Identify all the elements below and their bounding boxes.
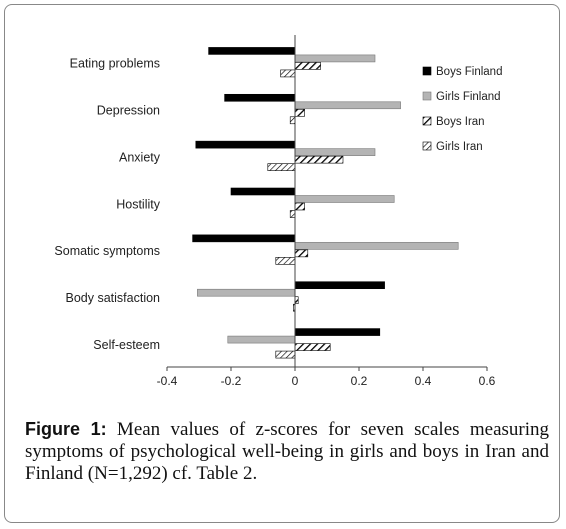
bar-boys-finland-depression xyxy=(224,93,296,102)
category-label-hostility: Hostility xyxy=(116,197,161,211)
bar-boys-iran-somatic-symptoms xyxy=(294,249,309,258)
bar-girls-finland-anxiety xyxy=(294,148,376,156)
bar-girls-finland-eating-problems xyxy=(294,54,376,63)
bar-boys-finland-hostility xyxy=(230,187,296,196)
category-label-somatic-symptoms: Somatic symptoms xyxy=(54,244,160,258)
bar-boys-finland-self-esteem xyxy=(294,328,381,336)
x-tick-label: -0.4 xyxy=(157,374,178,388)
legend-swatch-girls-iran xyxy=(422,141,432,151)
bar-girls-finland-hostility xyxy=(294,195,395,203)
bar-boys-finland-anxiety xyxy=(195,140,296,149)
bar-chart: Eating problems Depression Anxiety Hostilit… xyxy=(54,35,502,388)
x-axis: -0.4 -0.2 0 0.2 0.4 0.6 xyxy=(157,35,496,388)
legend-label-boys-finland: Boys Finland xyxy=(436,66,502,78)
legend-swatch-boys-iran xyxy=(422,116,432,126)
bar-boys-iran-self-esteem xyxy=(294,343,331,351)
figure-label: Figure 1: xyxy=(25,419,107,439)
legend-swatch-boys-finland xyxy=(422,66,432,76)
legend-swatch-girls-finland xyxy=(422,91,432,101)
bar-boys-iran-depression xyxy=(294,108,305,117)
figure-caption-text: Mean values of z-scores for seven scales… xyxy=(25,419,549,484)
bar-girls-iran-self-esteem xyxy=(275,350,296,359)
bar-girls-finland-self-esteem xyxy=(227,335,296,344)
category-label-body-satisfaction: Body satisfaction xyxy=(66,291,161,305)
x-tick-label: 0.2 xyxy=(351,374,368,388)
bar-boys-iran-hostility xyxy=(294,202,305,211)
category-label-eating-problems: Eating problems xyxy=(70,57,160,71)
bar-boys-finland-somatic-symptoms xyxy=(192,234,296,243)
x-tick-label: -0.2 xyxy=(221,374,242,388)
figure-frame: Eating problems Depression Anxiety Hostilit… xyxy=(4,4,560,523)
bar-girls-iran-somatic-symptoms xyxy=(275,257,296,265)
bar-girls-finland-body-satisfaction xyxy=(197,288,296,297)
category-label-anxiety: Anxiety xyxy=(119,150,161,164)
category-label-self-esteem: Self-esteem xyxy=(93,338,160,352)
bar-girls-finland-somatic-symptoms xyxy=(294,242,459,250)
legend-label-boys-iran: Boys Iran xyxy=(436,116,485,128)
x-tick-label: 0 xyxy=(292,374,299,388)
x-tick-label: 0.6 xyxy=(479,374,496,388)
category-labels: Eating problems Depression Anxiety Hostilit… xyxy=(54,57,160,352)
bar-boys-iran-eating-problems xyxy=(294,62,321,70)
legend-label-girls-iran: Girls Iran xyxy=(436,141,483,153)
bar-boys-iran-anxiety xyxy=(294,155,344,164)
bar-girls-iran-eating-problems xyxy=(280,69,296,78)
figure-caption: Figure 1: Mean values of z-scores for se… xyxy=(25,418,549,485)
category-label-depression: Depression xyxy=(97,104,160,118)
bar-girls-iran-anxiety xyxy=(267,163,296,171)
bars xyxy=(192,47,459,359)
bar-girls-finland-depression xyxy=(294,101,401,110)
bar-girls-iran-hostility xyxy=(289,210,296,218)
bar-girls-iran-depression xyxy=(289,116,296,125)
legend: Boys Finland Girls Finland Boys Iran Girls … xyxy=(422,66,502,153)
bar-boys-finland-body-satisfaction xyxy=(294,281,385,290)
bar-boys-finland-eating-problems xyxy=(208,47,296,55)
legend-label-girls-finland: Girls Finland xyxy=(436,91,501,103)
x-tick-label: 0.4 xyxy=(415,374,432,388)
